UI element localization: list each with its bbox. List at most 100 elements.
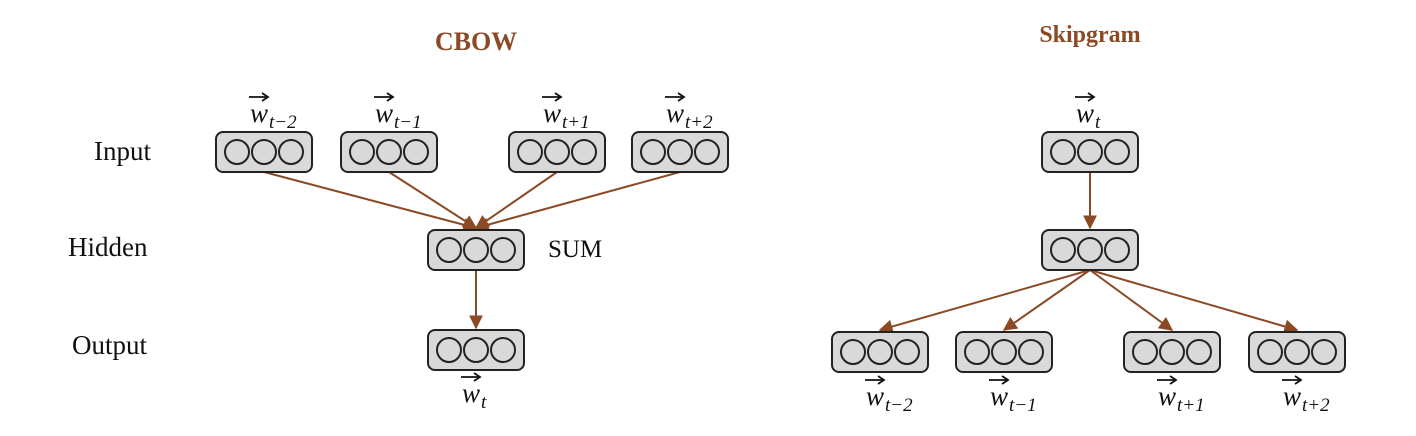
vector-arrowhead-icon [261,92,270,102]
skipgram-output-vector-2 [1123,331,1221,373]
skipgram-output-label-0: w t−2 [865,375,913,416]
cbow-input-arrow [474,171,558,229]
vector-symbol: w [866,381,884,411]
skipgram-title: Skipgram [1039,22,1140,48]
vector-arrowhead-icon [386,92,395,102]
neuron-circle [1050,139,1076,165]
neuron-circle [1104,237,1130,263]
neuron-circle [964,339,990,365]
neuron-circle [1186,339,1212,365]
vector-arrowhead-icon [1294,375,1303,385]
neuron-circle [1284,339,1310,365]
vector-symbol: w [1158,381,1176,411]
skipgram-output-arrow [1002,269,1091,331]
cbow-input-arrow [388,171,478,229]
neuron-circle [463,337,489,363]
cbow-input-vector-1 [340,131,438,173]
arrows-layer [263,171,1299,334]
vector-subscript: t+2 [1302,395,1330,416]
neuron-circle [1132,339,1158,365]
vector-arrowhead-icon [877,375,886,385]
neuron-circle [867,339,893,365]
cbow-input-label-3: w t+2 [665,92,713,133]
vector-subscript: t−2 [885,395,913,416]
neuron-circle [278,139,304,165]
neuron-circle [694,139,720,165]
vector-subscript: t−1 [1009,395,1037,416]
neuron-circle [991,339,1017,365]
neuron-circle [1018,339,1044,365]
neuron-circle [640,139,666,165]
vector-symbol: w [1076,98,1094,128]
skipgram-output-vector-1 [955,331,1053,373]
vector-subscript: t−2 [269,112,297,133]
vector-subscript: t+2 [685,112,713,133]
neuron-circle [436,237,462,263]
neuron-circle [544,139,570,165]
neuron-circle [376,139,402,165]
neuron-circle [571,139,597,165]
vector-arrowhead-icon [1001,375,1010,385]
cbow-input-label-2: w t+1 [542,92,590,133]
vector-subscript: t+1 [1177,395,1205,416]
skipgram-output-arrow [1089,269,1299,334]
vector-symbol: w [666,98,684,128]
neuron-circle [403,139,429,165]
cbow-input-vector-2 [508,131,606,173]
neuron-circle [436,337,462,363]
vector-symbol: w [250,98,268,128]
neuron-circle [490,237,516,263]
vector-arrowhead-icon [473,372,482,382]
neuron-circle [517,139,543,165]
skipgram-output-label-1: w t−1 [989,375,1037,416]
skipgram-output-label-2: w t+1 [1157,375,1205,416]
cbow-title: CBOW [435,27,517,56]
vector-symbol: w [543,98,561,128]
neuron-circle [251,139,277,165]
neuron-circle [349,139,375,165]
neuron-circle [1257,339,1283,365]
vector-arrowhead-icon [554,92,563,102]
cbow-input-vector-0 [215,131,313,173]
neuron-circle [667,139,693,165]
neuron-circle [1311,339,1337,365]
neuron-circle [490,337,516,363]
cbow-input-vector-3 [631,131,729,173]
neuron-circle [1104,139,1130,165]
vector-arrowhead-icon [677,92,686,102]
neuron-circle [1077,237,1103,263]
skipgram-input-vector [1041,131,1139,173]
row-label-output: Output [72,330,148,360]
vector-subscript: t [481,392,487,413]
skipgram-output-vector-0 [831,331,929,373]
cbow-input-arrow [474,171,681,232]
skipgram-hidden-vector [1041,229,1139,271]
neuron-circle [840,339,866,365]
cbow-input-label-0: w t−2 [249,92,297,133]
vector-arrowhead-icon [1087,92,1096,102]
vector-arrowhead-icon [1169,375,1178,385]
neuron-circle [1050,237,1076,263]
skipgram-output-arrow [878,269,1091,334]
hidden-op-label: SUM [548,236,602,263]
skipgram-output-arrow [1089,269,1174,331]
cbow-input-label-1: w t−1 [374,92,422,133]
vector-symbol: w [990,381,1008,411]
neuron-circle [463,237,489,263]
skipgram-output-vector-3 [1248,331,1346,373]
cbow-input-arrow [263,171,478,232]
vector-subscript: t [1095,112,1101,133]
neuron-circle [1077,139,1103,165]
vector-labels-layer: w t−2 w t−1 w t+1 w t+2w tw tw t−2 w t−1 w t+1 w t+2 [249,92,1330,416]
neuron-circle [224,139,250,165]
vector-symbol: w [462,378,480,408]
vector-subscript: t+1 [562,112,590,133]
row-label-input: Input [94,136,151,166]
cbow-hidden-vector [427,229,525,271]
neuron-circle [894,339,920,365]
cbow-output-vector [427,329,525,371]
boxes-layer [215,131,1346,373]
